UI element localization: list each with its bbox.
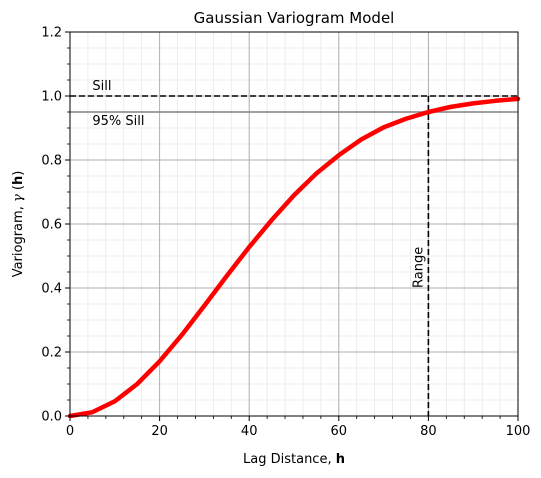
chart-title: Gaussian Variogram Model [194, 9, 395, 27]
reference-lines [70, 95, 518, 416]
x-tick-label: 60 [331, 424, 348, 439]
y-axis-label-open: ( [11, 185, 26, 194]
x-tick-label: 0 [66, 424, 74, 439]
y-axis-label-bold: h [11, 176, 26, 185]
y-tick-label: 0.6 [41, 218, 62, 233]
x-axis-label: Lag Distance, h [243, 452, 345, 467]
x-tick-label: 20 [151, 424, 168, 439]
y-axis-label-close: ) [11, 171, 26, 176]
variogram-curve [67, 96, 521, 419]
y-axis-label: Variogram, γ (h) [11, 171, 26, 278]
x-axis-label-bold: h [336, 452, 345, 467]
sill-label: Sill [92, 79, 111, 94]
y-tick-label: 0.0 [41, 410, 62, 425]
x-tick-label: 80 [420, 424, 437, 439]
series-layer [67, 96, 521, 419]
x-axis-ticks: 0 20 40 60 80 100 [66, 416, 531, 439]
y-tick-label: 0.2 [41, 346, 62, 361]
sill-95-label: 95% Sill [92, 114, 144, 129]
annotations: Sill 95% Sill Range [92, 79, 426, 288]
y-tick-label: 1.0 [41, 90, 62, 105]
x-tick-label: 40 [241, 424, 258, 439]
major-grid [69, 31, 519, 417]
y-axis-ticks: 0.0 0.2 0.4 0.6 0.8 1.0 1.2 [41, 26, 70, 425]
y-tick-label: 0.4 [41, 282, 62, 297]
y-axis-label-symbol: γ [11, 194, 26, 202]
x-tick-label: 100 [506, 424, 531, 439]
y-tick-label: 0.8 [41, 154, 62, 169]
y-axis-label-text: Variogram, [11, 202, 26, 277]
range-label: Range [411, 247, 426, 288]
y-tick-label: 1.2 [41, 26, 62, 41]
x-axis-label-text: Lag Distance, [243, 452, 336, 467]
